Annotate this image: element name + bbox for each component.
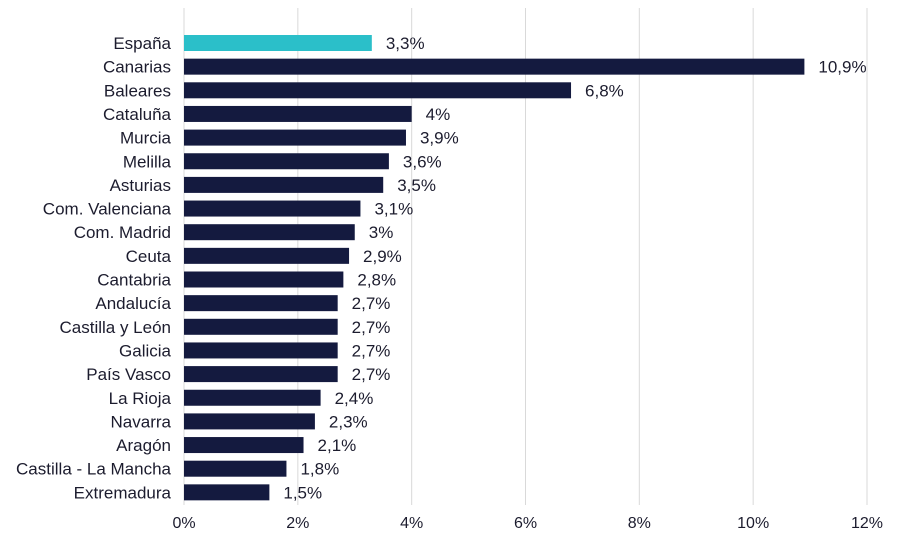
bar-galicia <box>184 342 338 359</box>
bar-españa <box>184 35 372 51</box>
value-label: 2,8% <box>357 271 396 290</box>
bar-ceuta <box>184 247 350 264</box>
x-tick-label: 2% <box>286 515 309 532</box>
value-label: 2,7% <box>352 341 391 360</box>
value-label: 3,9% <box>420 129 459 148</box>
category-label: Melilla <box>123 152 172 171</box>
x-tick-label: 6% <box>514 515 537 532</box>
value-label: 2,7% <box>352 318 391 337</box>
bar-castilla-y-león <box>184 318 338 335</box>
category-label: Cantabria <box>97 271 171 290</box>
value-label: 3,6% <box>403 152 442 171</box>
bar-país-vasco <box>184 366 338 383</box>
category-label: Aragón <box>116 436 171 455</box>
x-axis-ticks: 0% 2% 4% 6% 8% 10% 12% <box>172 515 883 532</box>
category-label: Galicia <box>119 341 172 360</box>
value-labels: 3,3% 10,9% 6,8% 4% 3,9% 3,6% 3,5% 3,1% 3% 2,9% 2,8… <box>283 34 866 502</box>
value-label: 3,5% <box>397 176 436 195</box>
value-label: 3,1% <box>374 200 413 219</box>
bar-murcia <box>184 129 406 146</box>
value-label: 2,9% <box>363 247 402 266</box>
bar-aragón <box>184 437 304 454</box>
category-label: Castilla y León <box>59 318 171 337</box>
value-label: 1,8% <box>300 460 339 479</box>
category-label: Murcia <box>120 129 172 148</box>
category-label: Baleares <box>104 81 171 100</box>
category-label: Cataluña <box>103 105 172 124</box>
value-label: 3,3% <box>386 34 425 53</box>
bar-castilla-la-mancha <box>184 460 287 477</box>
bar-extremadura <box>184 484 270 501</box>
category-label: Asturias <box>110 176 171 195</box>
x-tick-label: 8% <box>628 515 651 532</box>
bar-canarias <box>184 58 805 75</box>
x-tick-label: 12% <box>851 515 883 532</box>
bar-com-valenciana <box>184 200 361 217</box>
value-label: 3% <box>369 223 394 242</box>
category-label: Ceuta <box>126 247 172 266</box>
bar-la-rioja <box>184 389 321 406</box>
category-label: Navarra <box>111 412 172 431</box>
value-label: 10,9% <box>818 58 866 77</box>
category-label: País Vasco <box>86 365 171 384</box>
category-label: La Rioja <box>109 389 172 408</box>
bar-navarra <box>184 413 315 430</box>
bar-baleares <box>184 82 572 99</box>
bar-asturias <box>184 176 384 193</box>
category-label: España <box>113 34 171 53</box>
x-tick-label: 10% <box>737 515 769 532</box>
value-label: 1,5% <box>283 483 322 502</box>
x-tick-label: 4% <box>400 515 423 532</box>
value-label: 6,8% <box>585 81 624 100</box>
value-label: 4% <box>426 105 451 124</box>
x-tick-label: 0% <box>172 515 195 532</box>
bar-com-madrid <box>184 224 355 241</box>
value-label: 2,1% <box>318 436 357 455</box>
value-label: 2,3% <box>329 412 368 431</box>
category-label: Com. Valenciana <box>43 200 172 219</box>
bars <box>184 35 805 501</box>
bar-cantabria <box>184 271 344 288</box>
category-label: Castilla - La Mancha <box>16 460 172 479</box>
value-label: 2,4% <box>335 389 374 408</box>
bar-melilla <box>184 153 389 170</box>
value-label: 2,7% <box>352 294 391 313</box>
bar-andalucía <box>184 295 338 312</box>
category-labels: España Canarias Baleares Cataluña Murcia Meli… <box>16 34 172 502</box>
category-label: Andalucía <box>95 294 171 313</box>
category-label: Com. Madrid <box>74 223 171 242</box>
bar-cataluña <box>184 105 412 122</box>
category-label: Extremadura <box>74 483 172 502</box>
category-label: Canarias <box>103 58 171 77</box>
value-label: 2,7% <box>352 365 391 384</box>
